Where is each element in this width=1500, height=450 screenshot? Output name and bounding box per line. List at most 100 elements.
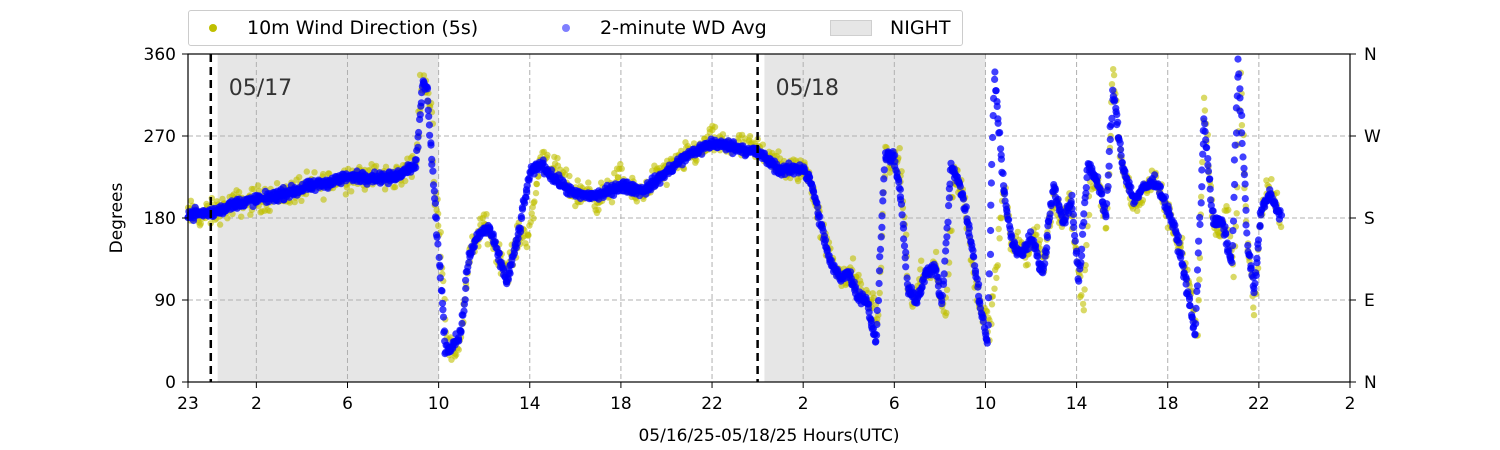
data-point [1082, 184, 1090, 192]
data-point [1250, 311, 1258, 319]
data-point [938, 300, 946, 308]
data-point [1204, 155, 1212, 163]
data-point [1277, 211, 1286, 219]
data-point [943, 286, 951, 293]
data-point [1071, 231, 1079, 240]
data-point [1118, 158, 1126, 166]
data-point [1191, 331, 1199, 339]
y-tick-label: 180 [144, 209, 176, 229]
data-point [918, 257, 925, 264]
data-point [988, 301, 996, 308]
data-point [996, 129, 1004, 137]
data-point [1033, 231, 1040, 238]
data-point [1061, 219, 1069, 227]
data-point [424, 106, 432, 114]
data-point [1161, 193, 1169, 201]
data-point [991, 75, 999, 83]
data-point [816, 213, 824, 221]
data-point [1238, 122, 1246, 129]
data-point [1046, 210, 1054, 218]
data-point [614, 174, 622, 181]
data-point [435, 253, 443, 262]
data-point [1233, 210, 1240, 217]
x-tick-label: 10 [975, 394, 997, 414]
legend: 10m Wind Direction (5s) 2-minute WD Avg … [188, 10, 963, 46]
data-point [852, 283, 860, 291]
data-point [1246, 252, 1254, 260]
data-point [1014, 228, 1021, 236]
data-point [996, 235, 1003, 242]
data-point [523, 182, 531, 190]
data-point [1204, 161, 1212, 169]
data-point [423, 85, 432, 93]
data-point [391, 183, 399, 191]
data-point [987, 226, 995, 235]
data-point [1117, 145, 1125, 154]
data-point [997, 155, 1006, 163]
data-point [530, 215, 537, 222]
data-point [1036, 236, 1044, 244]
data-point [1196, 220, 1204, 229]
data-point [821, 236, 830, 244]
data-point [415, 128, 423, 137]
data-point [1201, 120, 1209, 128]
data-point [942, 239, 950, 247]
data-point [985, 294, 993, 302]
data-point [1005, 216, 1013, 224]
x-axis-label: 05/16/25-05/18/25 Hours(UTC) [638, 426, 899, 446]
data-point [975, 280, 983, 288]
data-point [872, 337, 880, 345]
data-point [486, 225, 494, 233]
y-tick-label: 0 [165, 373, 176, 393]
data-point [286, 199, 293, 206]
data-point [1201, 127, 1209, 136]
data-point [849, 255, 857, 262]
data-point [945, 194, 954, 202]
data-point [993, 102, 1001, 110]
y-right-tick-label: N [1364, 373, 1377, 393]
x-tick-label: 22 [1248, 394, 1270, 414]
data-point [898, 211, 906, 219]
data-point [1242, 206, 1250, 214]
data-point [1202, 136, 1210, 144]
legend-entry-wind-direction: 10m Wind Direction (5s) [209, 11, 478, 45]
data-point [1024, 261, 1031, 268]
data-point [1241, 180, 1249, 188]
data-point [440, 327, 449, 335]
data-point [523, 243, 530, 251]
data-point [865, 300, 873, 308]
data-point [945, 202, 953, 210]
legend-swatch-blue [562, 24, 570, 32]
data-point [348, 188, 355, 195]
data-point [1175, 239, 1183, 247]
data-point [1198, 183, 1206, 191]
data-point [544, 151, 551, 159]
data-point [414, 143, 422, 151]
data-point [429, 181, 438, 189]
data-point [1134, 207, 1141, 214]
data-point [435, 222, 442, 229]
data-point [562, 166, 570, 173]
data-point [920, 278, 928, 286]
data-point [1206, 175, 1214, 183]
data-point [1230, 193, 1238, 201]
y-right-tick-label: S [1364, 209, 1375, 229]
data-point [254, 182, 262, 189]
data-point [382, 163, 390, 170]
data-point [1200, 94, 1208, 102]
data-point [516, 224, 525, 232]
data-point [1051, 185, 1059, 193]
data-point [1234, 55, 1242, 63]
data-point [1193, 287, 1201, 295]
data-point [1204, 167, 1212, 175]
data-point [1006, 225, 1014, 233]
data-point [932, 248, 940, 256]
data-point [1229, 227, 1237, 235]
data-point [235, 188, 243, 196]
data-point [846, 268, 855, 276]
data-point [988, 160, 996, 169]
data-point [1177, 249, 1185, 257]
data-point [1103, 224, 1110, 232]
data-point [1067, 198, 1075, 206]
data-point [425, 121, 433, 129]
